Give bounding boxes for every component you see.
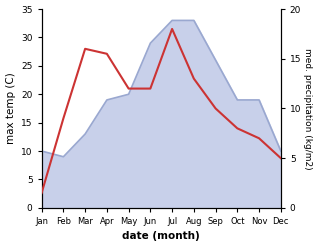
- X-axis label: date (month): date (month): [122, 231, 200, 242]
- Y-axis label: max temp (C): max temp (C): [5, 73, 16, 144]
- Y-axis label: med. precipitation (kg/m2): med. precipitation (kg/m2): [303, 48, 313, 169]
